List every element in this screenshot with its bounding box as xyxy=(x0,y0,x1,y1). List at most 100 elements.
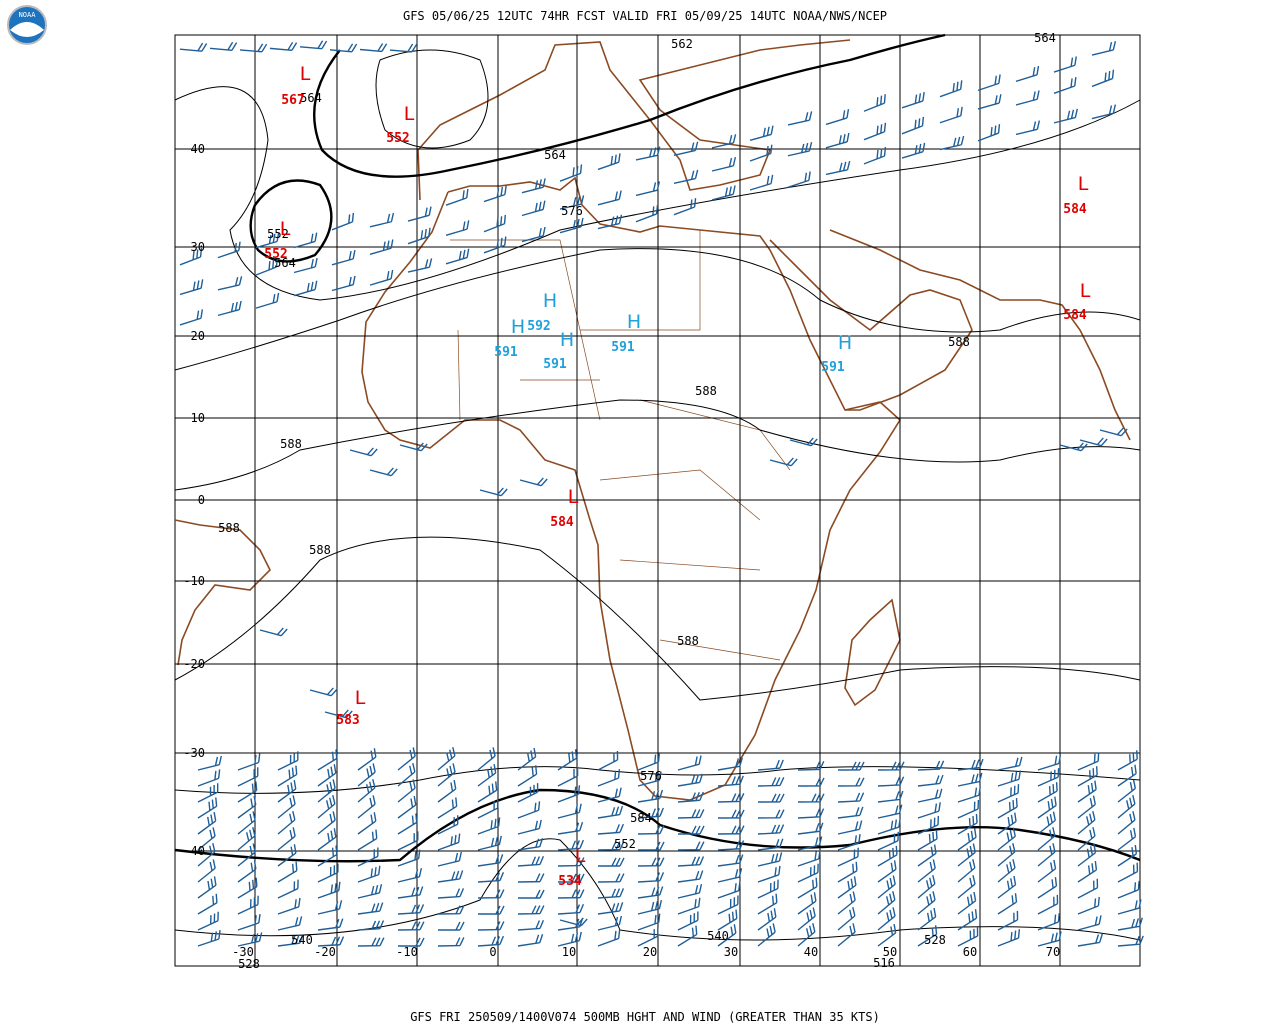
wind-barb xyxy=(837,907,856,931)
wind-barb xyxy=(1037,931,1062,947)
header-title: GFS 05/06/25 12UTC 74HR FCST VALID FRI 0… xyxy=(403,9,887,23)
center-value: 534 xyxy=(558,874,582,889)
center-value: 591 xyxy=(821,360,845,375)
wind-barb xyxy=(277,810,296,835)
contour-label: 588 xyxy=(218,521,240,535)
wind-barb xyxy=(997,843,1016,867)
longitude-label: 30 xyxy=(724,945,738,959)
wind-barb xyxy=(437,921,465,931)
wind-barb xyxy=(597,190,622,206)
wind-barb xyxy=(837,861,858,883)
wind-barb xyxy=(517,905,545,915)
wind-barb xyxy=(309,687,338,697)
wind-barb xyxy=(477,747,496,771)
wind-barb xyxy=(237,826,256,851)
longitude-label: 20 xyxy=(643,945,657,959)
center-symbol: L xyxy=(568,486,579,508)
wind-barb xyxy=(1117,750,1138,771)
wind-barb xyxy=(369,212,395,228)
wind-barb xyxy=(237,877,258,899)
wind-barb xyxy=(797,922,816,947)
wind-barb xyxy=(197,859,216,883)
wind-barb xyxy=(957,875,976,899)
wind-barb xyxy=(1117,779,1137,803)
wind-barb xyxy=(877,891,896,915)
longitude-label: 70 xyxy=(1046,945,1060,959)
wind-barb xyxy=(1059,442,1088,452)
wind-barb xyxy=(397,796,417,819)
wind-barb xyxy=(637,872,665,883)
south-america xyxy=(174,519,271,666)
latitude-label: 20 xyxy=(191,329,205,343)
noaa-logo: NOAA xyxy=(7,5,47,45)
wind-barb xyxy=(1077,878,1099,899)
wind-barb xyxy=(317,779,336,803)
wind-barb xyxy=(1077,915,1102,931)
wind-barb xyxy=(197,769,221,787)
wind-barb xyxy=(717,775,744,787)
wind-barb xyxy=(917,907,937,931)
wind-barb xyxy=(1053,77,1077,94)
wind-barb xyxy=(677,925,698,947)
wind-barb xyxy=(517,747,537,771)
wind-barb xyxy=(557,803,582,819)
wind-barb xyxy=(917,829,938,851)
wind-barb xyxy=(357,865,381,883)
persia-india xyxy=(829,229,1131,441)
wind-barb xyxy=(317,828,337,851)
wind-barb xyxy=(757,838,784,851)
wind-barb xyxy=(597,857,625,867)
wind-barb xyxy=(837,876,857,899)
wind-barb xyxy=(597,750,619,771)
wind-barb xyxy=(517,919,545,931)
wind-barb xyxy=(369,269,394,286)
wind-barb xyxy=(559,917,588,927)
wind-barb xyxy=(837,847,859,867)
contour-label: 564 xyxy=(544,148,566,162)
wind-barb xyxy=(877,804,903,819)
longitude-label: -20 xyxy=(314,945,336,959)
contour-label: 588 xyxy=(695,384,717,398)
wind-barb xyxy=(293,232,318,249)
wind-barb xyxy=(557,857,585,867)
center-value: 552 xyxy=(264,247,287,262)
height-contours xyxy=(174,33,1141,966)
wind-barb xyxy=(277,765,298,787)
contour-thin-5 xyxy=(174,766,1141,794)
center-value: 584 xyxy=(1063,308,1087,323)
logo-text: NOAA xyxy=(19,11,37,19)
wind-barb xyxy=(837,777,865,787)
contour-label: 540 xyxy=(707,929,729,943)
wind-barb xyxy=(349,447,378,457)
wind-barb xyxy=(519,477,548,487)
wind-barb xyxy=(717,924,737,947)
wind-barb xyxy=(317,845,338,867)
wind-barb xyxy=(997,893,1018,915)
wind-barb xyxy=(559,217,584,234)
wind-barb xyxy=(597,214,623,230)
wind-barb xyxy=(637,753,661,771)
contour-label: 576 xyxy=(640,769,662,783)
wind-barb xyxy=(477,872,505,883)
wind-barb xyxy=(797,808,825,819)
wind-barb xyxy=(293,257,318,274)
wind-barb xyxy=(477,889,505,899)
wind-barb xyxy=(331,275,356,292)
contour-564 xyxy=(312,33,946,178)
wind-barb xyxy=(407,258,433,273)
wind-barb xyxy=(797,793,825,803)
wind-barb xyxy=(677,856,705,867)
wind-barb xyxy=(677,755,702,771)
wind-barb xyxy=(397,747,416,771)
contour-label: 588 xyxy=(280,437,302,451)
wind-barb xyxy=(477,921,505,931)
wind-barb xyxy=(357,763,376,787)
wind-barb xyxy=(317,900,343,915)
center-symbol: L xyxy=(1078,173,1089,195)
wind-barb xyxy=(677,773,704,787)
wind-barb xyxy=(837,806,864,819)
wind-barb xyxy=(749,125,774,141)
wind-barb xyxy=(483,185,507,203)
wind-barb xyxy=(1077,896,1100,915)
wind-barb xyxy=(597,888,625,899)
